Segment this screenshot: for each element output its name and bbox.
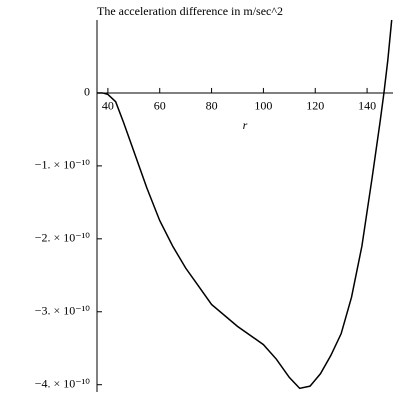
x-tick-label: 120: [306, 99, 324, 113]
x-tick-label: 80: [206, 99, 218, 113]
x-tick-label: 40: [102, 99, 114, 113]
y-tick-label: 0: [84, 85, 90, 99]
x-axis-label: r: [243, 118, 248, 132]
y-tick-label: −4. × 10⁻¹⁰: [35, 376, 90, 390]
y-tick-label: −2. × 10⁻¹⁰: [35, 231, 90, 245]
chart-title: The acceleration difference in m/sec^2: [97, 4, 283, 18]
line-series: [97, 19, 393, 390]
y-tick-label: −3. × 10⁻¹⁰: [35, 304, 90, 318]
x-tick-label: 60: [154, 99, 166, 113]
x-tick-label: 140: [358, 99, 376, 113]
y-tick-label: −1. × 10⁻¹⁰: [35, 158, 90, 172]
x-tick-label: 100: [254, 99, 272, 113]
